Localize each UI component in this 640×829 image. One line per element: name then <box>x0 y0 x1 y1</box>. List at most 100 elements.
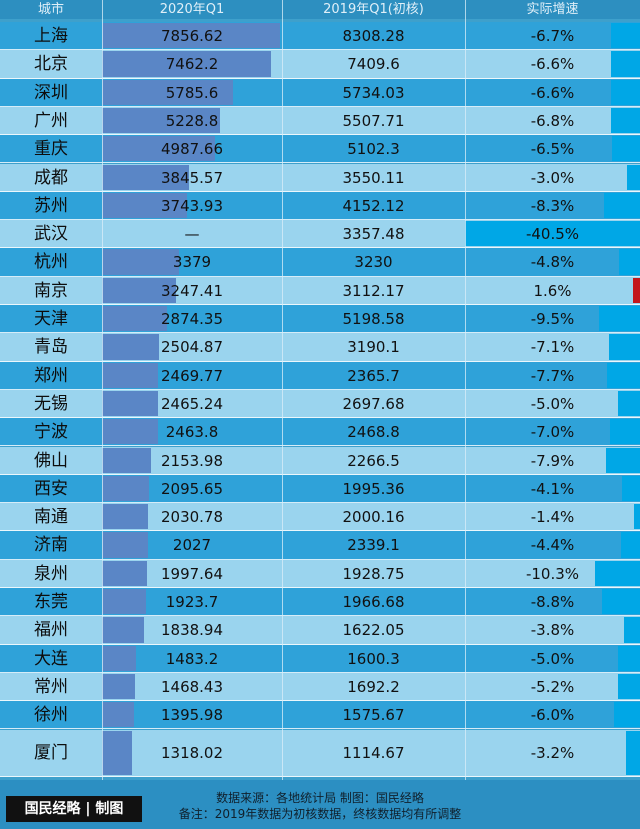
row-separator <box>0 49 640 51</box>
bar-2020 <box>102 306 168 332</box>
growth-bar <box>611 79 640 105</box>
growth-bar <box>605 447 640 473</box>
row-separator <box>0 530 640 532</box>
column-divider <box>465 0 466 780</box>
value-2019: 7409.6 <box>347 55 400 74</box>
bar-2020 <box>102 136 215 162</box>
growth-rate: -3.8% <box>530 621 575 640</box>
table-row: 无锡 2465.24 2697.68 -5.0% <box>0 389 640 419</box>
value-2019: 2000.16 <box>342 508 405 527</box>
value-2020: 3743.93 <box>160 196 224 215</box>
value-2020: 2027 <box>172 536 212 555</box>
column-divider <box>102 0 103 780</box>
city-name: 青岛 <box>34 337 68 358</box>
column-divider <box>282 0 283 780</box>
value-2020: 5228.8 <box>165 111 219 130</box>
city-name: 大连 <box>34 648 68 669</box>
growth-rate: -7.9% <box>530 451 575 470</box>
table-row: 福州 1838.94 1622.05 -3.8% <box>0 616 640 645</box>
city-name: 重庆 <box>34 139 68 160</box>
growth-bar <box>609 334 640 360</box>
row-separator <box>0 473 640 475</box>
table-row: 青岛 2504.87 3190.1 -7.1% <box>0 333 640 362</box>
table-row: 徐州 1395.98 1575.67 -6.0% <box>0 701 640 730</box>
value-2020: 2030.78 <box>160 508 224 527</box>
row-separator <box>0 247 640 249</box>
city-name: 济南 <box>34 535 68 556</box>
bar-2020 <box>102 447 151 473</box>
row-separator <box>0 445 640 447</box>
row-separator <box>0 134 640 136</box>
row-separator <box>0 671 640 673</box>
value-2019: 1928.75 <box>342 564 405 583</box>
row-separator <box>0 275 640 277</box>
table-row: 南京 3247.41 3112.17 1.6% <box>0 276 640 305</box>
row-separator <box>0 615 640 617</box>
city-name: 东莞 <box>34 592 68 612</box>
table-row: 常州 1468.43 1692.2 -5.2% <box>0 672 640 702</box>
growth-rate: -1.4% <box>530 508 575 527</box>
growth-bar <box>604 192 640 219</box>
row-separator <box>0 162 640 164</box>
value-2020: 7462.2 <box>165 55 219 74</box>
growth-rate: -4.4% <box>530 536 575 555</box>
growth-bar <box>627 164 640 190</box>
value-2020: 2504.87 <box>160 338 224 357</box>
growth-rate: 1.6% <box>533 281 572 300</box>
value-2019: 2697.68 <box>342 394 405 413</box>
table-row: 厦门 1318.02 1114.67 -3.2% <box>0 729 640 777</box>
source-text: 数据来源：各地统计局 制图：国民经略 <box>216 791 424 805</box>
growth-bar <box>598 306 640 332</box>
table-row: 佛山 2153.98 2266.5 -7.9% <box>0 446 640 475</box>
growth-bar <box>611 136 640 162</box>
growth-rate: -8.3% <box>530 196 575 215</box>
row-separator <box>0 303 640 305</box>
value-2019: 4152.12 <box>342 196 405 215</box>
growth-rate: -4.1% <box>530 479 575 498</box>
header-2020: 2020年Q1 <box>159 2 225 17</box>
growth-rate: -7.7% <box>530 366 575 385</box>
value-2019: 3112.17 <box>342 281 405 300</box>
growth-bar <box>609 419 640 445</box>
row-separator <box>0 388 640 390</box>
table-row: 宁波 2463.8 2468.8 -7.0% <box>0 418 640 447</box>
growth-rate: -9.5% <box>530 310 575 328</box>
row-separator <box>0 502 640 504</box>
value-2019: 2468.8 <box>347 423 400 442</box>
growth-rate: -6.0% <box>530 706 575 725</box>
city-name: 常州 <box>34 676 68 697</box>
table-row: 郑州 2469.77 2365.7 -7.7% <box>0 361 640 390</box>
value-2020: — <box>184 225 200 244</box>
growth-bar <box>633 504 640 530</box>
value-2020: 1483.2 <box>165 649 219 668</box>
bar-2020 <box>102 277 176 303</box>
value-2019: 1114.67 <box>342 743 405 762</box>
value-2020: 3379 <box>172 253 212 272</box>
growth-rate: -40.5% <box>525 225 580 244</box>
value-2020: 1318.02 <box>160 743 224 762</box>
growth-bar <box>626 730 640 775</box>
bar-2020 <box>102 589 146 615</box>
value-2019: 3550.11 <box>342 168 405 187</box>
value-2019: 2266.5 <box>347 451 400 470</box>
growth-bar <box>595 560 640 586</box>
bar-2020 <box>102 192 187 219</box>
table-row: 西安 2095.65 1995.36 -4.1% <box>0 474 640 504</box>
bar-2020 <box>102 702 134 728</box>
table-row: 苏州 3743.93 4152.12 -8.3% <box>0 191 640 221</box>
value-2019: 1575.67 <box>342 706 405 725</box>
city-name: 佛山 <box>34 450 68 471</box>
growth-bar <box>623 617 640 643</box>
value-2020: 1468.43 <box>160 677 224 696</box>
bar-2020 <box>102 362 158 388</box>
city-name: 武汉 <box>34 224 68 245</box>
bar-2020 <box>102 730 132 775</box>
growth-bar <box>614 702 640 728</box>
value-2019: 3357.48 <box>342 225 405 244</box>
growth-rate: -6.5% <box>530 140 575 159</box>
table-row: 泉州 1997.64 1928.75 -10.3% <box>0 559 640 588</box>
growth-rate: -3.0% <box>530 168 575 187</box>
growth-rate: -10.3% <box>525 564 580 583</box>
growth-bar <box>620 532 640 558</box>
growth-rate: -6.7% <box>530 27 575 45</box>
